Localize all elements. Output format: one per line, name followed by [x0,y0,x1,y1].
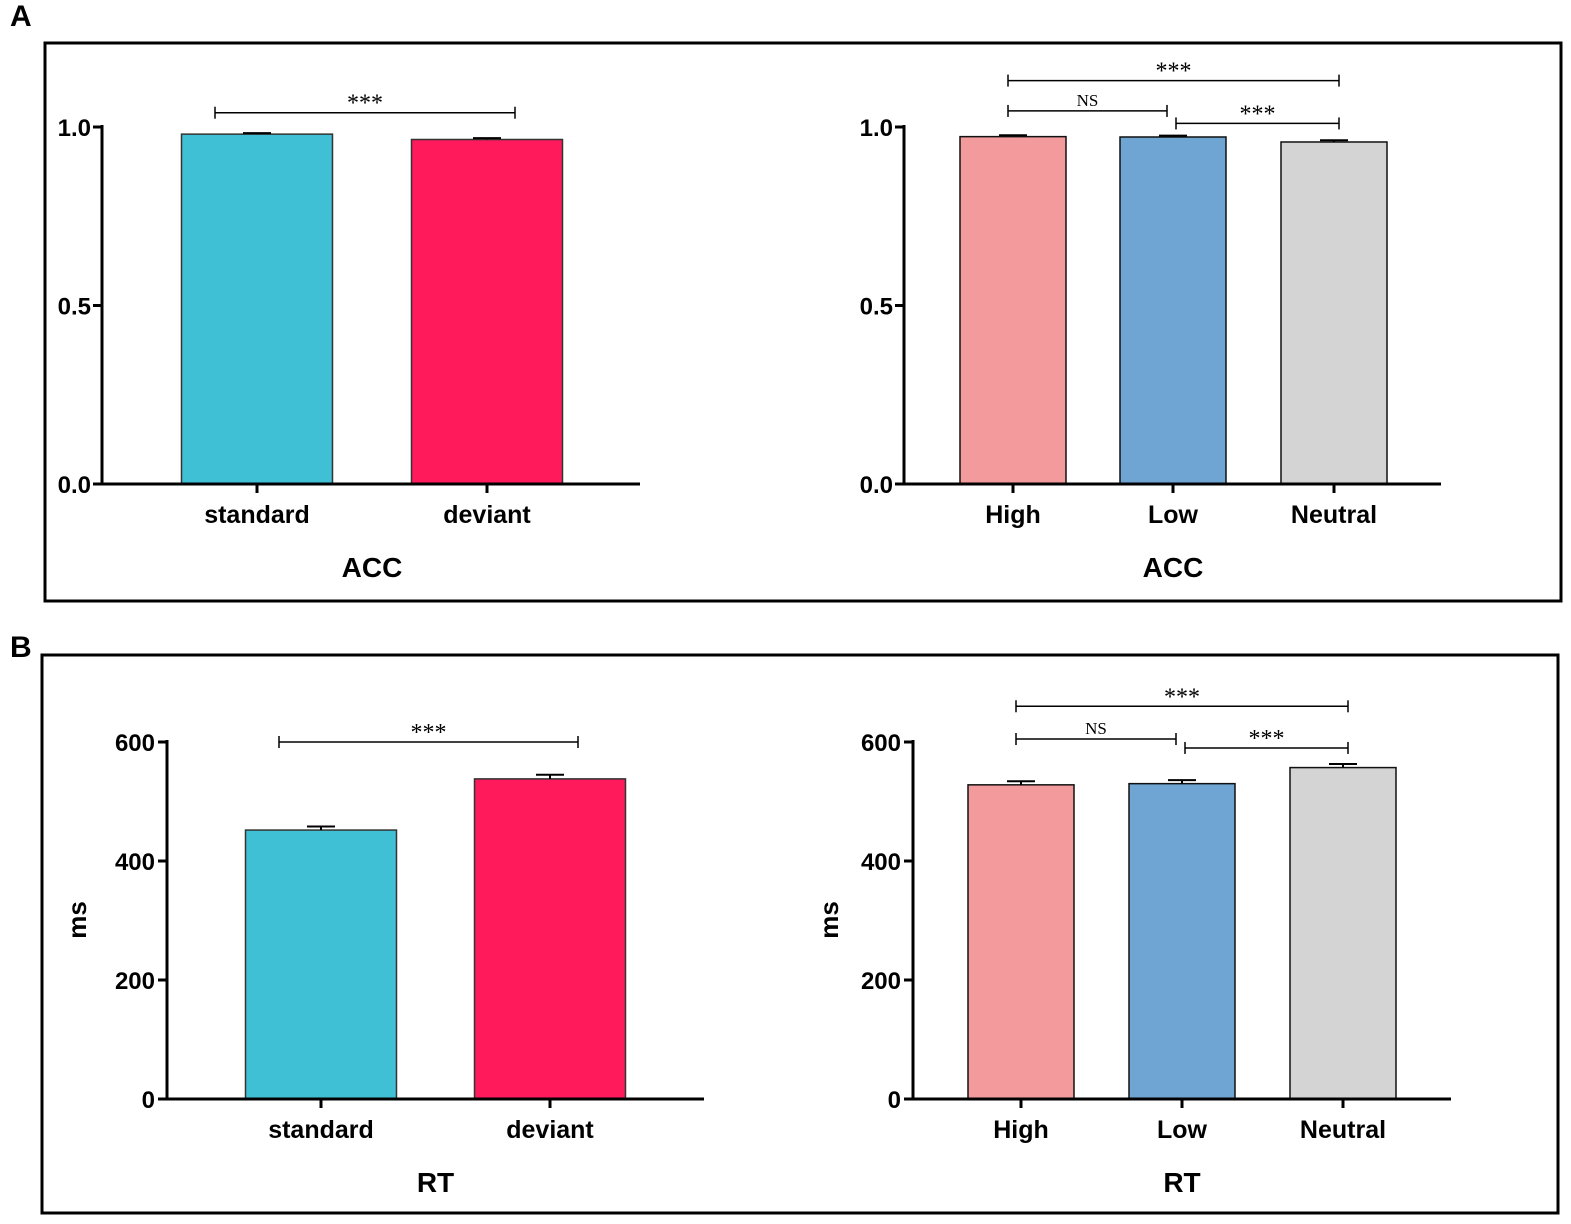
category-label: Low [1148,501,1199,529]
panel-a-frame [43,41,1563,603]
category-label: standard [204,501,310,529]
category-label: High [985,501,1041,529]
y-tick-label: 0.5 [58,294,91,321]
y-axis-title: ms [814,901,844,939]
y-tick-label: 0.0 [58,472,91,499]
y-tick-label: 1.0 [860,115,893,142]
y-tick-label: 200 [861,968,901,995]
bar-high [967,784,1075,1100]
panel-label-b: B [10,631,32,664]
bar-neutral [1280,141,1388,485]
category-label: Neutral [1300,1116,1386,1144]
x-axis-title: ACC [1143,552,1204,583]
category-label: Low [1157,1116,1208,1144]
significance-label: *** [1249,726,1285,752]
y-tick-label: 400 [115,849,155,876]
significance-label: NS [1077,91,1099,110]
bar-deviant [473,778,627,1100]
x-axis-title: RT [1163,1167,1200,1198]
y-tick-label: 0.5 [860,294,893,321]
y-tick-label: 600 [115,730,155,757]
bar-low [1119,136,1227,485]
significance-label: *** [411,720,447,746]
bar-high [959,135,1067,485]
y-tick-label: 200 [115,968,155,995]
bar-neutral [1289,766,1397,1100]
category-label: deviant [443,501,531,529]
y-tick-label: 400 [861,849,901,876]
panel-b-frame [40,653,1560,1215]
chart-acc-valence: 0.0 0.5 1.0 High Low Neutral ACC NS *** *** [860,59,1441,583]
significance-label: NS [1085,719,1107,738]
bar-standard [180,133,334,485]
category-label: High [993,1116,1049,1144]
x-axis-title: RT [417,1167,454,1198]
category-label: Neutral [1291,501,1377,529]
category-label: standard [268,1116,374,1144]
category-label: deviant [506,1116,594,1144]
bar-low [1128,782,1236,1100]
panel-label-a: A [10,0,32,33]
significance-label: *** [1164,684,1200,710]
significance-label: *** [1156,59,1192,85]
chart-acc-standard-deviant: 0.0 0.5 1.0 standard deviant ACC *** [58,91,640,583]
chart-rt-standard-deviant: 0 200 400 600 standard deviant RT ms *** [62,720,704,1198]
y-tick-label: 0 [888,1087,901,1114]
significance-label: *** [1240,101,1276,127]
y-tick-label: 600 [861,730,901,757]
y-tick-label: 1.0 [58,115,91,142]
x-axis-title: ACC [342,552,403,583]
y-tick-label: 0.0 [860,472,893,499]
bar-deviant [410,138,564,485]
y-tick-label: 0 [142,1087,155,1114]
y-axis-title: ms [62,901,92,939]
significance-label: *** [347,91,383,117]
bar-standard [244,829,398,1100]
chart-rt-valence: 0 200 400 600 High Low Neutral RT ms NS *** *** [814,684,1451,1198]
